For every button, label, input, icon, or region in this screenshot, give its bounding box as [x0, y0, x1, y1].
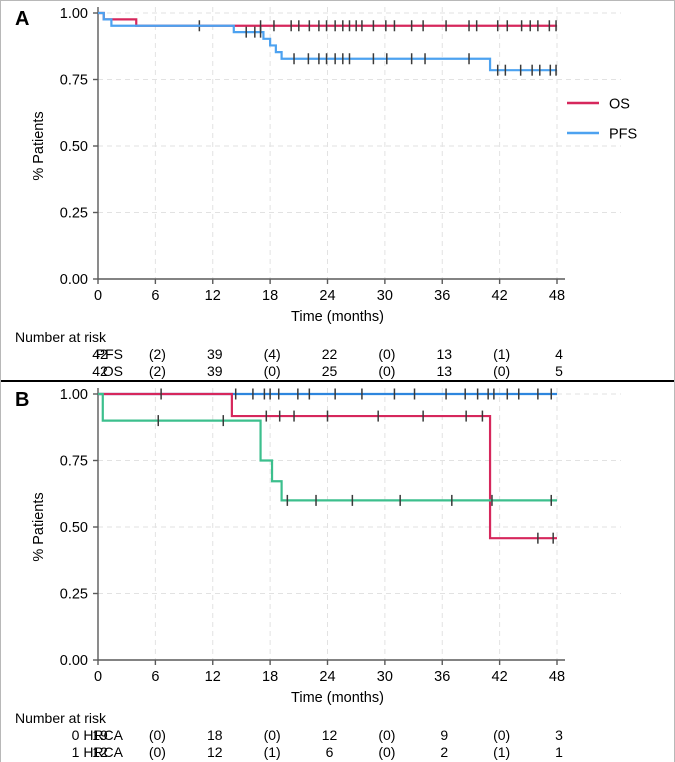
risk-cell-value: 1 [555, 744, 563, 760]
legend: OS PFS [567, 97, 637, 143]
x-axis-title: Time (months) [291, 309, 384, 325]
panel-b-plot: 0.000.250.500.751.000 6 12 18 24 30 36 42 48% Pa… [15, 387, 621, 762]
risk-cell-value: 39 [207, 346, 223, 362]
risk-row-label: 1 HRCA [72, 744, 124, 760]
risk-cell-value: (0) [493, 363, 510, 379]
risk-row-label: PFS [96, 346, 123, 362]
risk-row-label: OS [103, 363, 123, 379]
y-axis-tick-label: 0.25 [60, 206, 88, 222]
risk-cell-value: 22 [322, 346, 338, 362]
gridlines [98, 7, 621, 279]
risk-cell-value: 42 [92, 363, 108, 379]
x-axis-tick-label: 0 [94, 669, 102, 685]
risk-cell-value: (0) [378, 744, 395, 760]
risk-cell-value: (0) [264, 363, 281, 379]
risk-cell-value: 12 [92, 744, 108, 760]
panel-a-plot: 0.00 0.25 0.50 0.75 1.00 0 6 12 18 24 30 36 42 48 % Pa… [15, 6, 637, 379]
x-axis-tick-label: 0 [94, 288, 102, 304]
y-axis-tick-label: 0.25 [60, 587, 88, 603]
axes: 0.00 0.25 0.50 0.75 1.00 0 6 12 18 24 30 36 42 48 [60, 387, 565, 685]
risk-cell-value: 9 [440, 727, 448, 743]
risk-cell-value: 6 [326, 744, 334, 760]
y-axis-title: % Patients [31, 111, 47, 180]
risk-cell-value: 39 [207, 363, 223, 379]
risk-cell-value: (1) [493, 744, 510, 760]
risk-cell-value: (0) [149, 744, 166, 760]
risk-cell-value: 13 [436, 363, 452, 379]
legend-label-pfs: PFS [609, 127, 637, 143]
x-axis-tick-label: 42 [492, 669, 508, 685]
y-axis-tick-label: 0.00 [60, 272, 88, 288]
legend-label-os: OS [609, 97, 630, 113]
x-axis-tick-label: 48 [549, 669, 565, 685]
axes: 0.00 0.25 0.50 0.75 1.00 0 6 12 18 24 30 36 42 48 [60, 6, 565, 304]
x-axis-tick-label: 18 [262, 669, 278, 685]
risk-cell-value: 25 [322, 363, 338, 379]
y-axis-tick-label: 1.00 [60, 6, 88, 22]
risk-cell-value: (2) [149, 363, 166, 379]
risk-cell-value: 19 [92, 727, 108, 743]
y-axis-tick-label: 0.75 [60, 73, 88, 89]
risk-cell-value: (0) [378, 346, 395, 362]
risk-cell-value: 12 [207, 744, 223, 760]
x-axis-tick-label: 48 [549, 288, 565, 304]
x-axis-tick-label: 30 [377, 288, 393, 304]
x-axis-tick-label: 6 [151, 288, 159, 304]
x-axis-tick-label: 12 [205, 669, 221, 685]
y-axis-tick-label: 0.50 [60, 139, 88, 155]
risk-cell-value: (4) [264, 346, 281, 362]
panel-b: B 0.00 0.25 0.50 0.75 1.00 0 6 12 18 24 30 36 42 48% … [1, 382, 674, 762]
panel-b-letter: B [15, 389, 30, 411]
panel-divider [1, 380, 674, 382]
risk-cell-value: 5 [555, 363, 563, 379]
y-axis-tick-label: 0.50 [60, 520, 88, 536]
km-series-pfs [98, 11, 557, 76]
risk-cell-value: 18 [207, 727, 223, 743]
risk-cell-value: 2 [440, 744, 448, 760]
x-axis-tick-label: 12 [205, 288, 221, 304]
gridlines [98, 388, 621, 660]
x-axis-tick-label: 24 [319, 669, 335, 685]
y-axis-tick-label: 0.75 [60, 454, 88, 470]
km-series-1-hrca [98, 388, 557, 544]
km-curve-line [98, 392, 557, 540]
x-axis-tick-label: 36 [434, 669, 450, 685]
x-axis-tick-label: 30 [377, 669, 393, 685]
x-axis-tick-label: 18 [262, 288, 278, 304]
km-series-0-hrca [98, 388, 557, 400]
x-axis-tick-label: 6 [151, 669, 159, 685]
km-curve-line [98, 11, 557, 72]
risk-cell-value: (0) [264, 727, 281, 743]
risk-table-title: Number at risk [15, 329, 107, 345]
x-axis-tick-label: 24 [319, 288, 335, 304]
risk-cell-value: 4 [555, 346, 563, 362]
x-axis-tick-label: 42 [492, 288, 508, 304]
km-curve-line [98, 392, 557, 502]
y-axis-title: % Patients [31, 492, 47, 561]
panel-a: A 0.00 0.25 0.50 0.75 1.00 0 6 12 18 24 30 36 42 48 % … [1, 1, 674, 381]
risk-cell-value: (0) [149, 727, 166, 743]
risk-cell-value: (1) [493, 346, 510, 362]
risk-cell-value: (0) [378, 363, 395, 379]
risk-cell-value: 12 [322, 727, 338, 743]
x-axis-tick-label: 36 [434, 288, 450, 304]
panel-a-letter: A [15, 8, 30, 30]
y-axis-tick-label: 0.00 [60, 653, 88, 669]
risk-cell-value: 13 [436, 346, 452, 362]
risk-cell-value: (1) [264, 744, 281, 760]
risk-cell-value: 42 [92, 346, 108, 362]
risk-table-title: Number at risk [15, 710, 107, 726]
x-axis-title: Time (months) [291, 690, 384, 706]
km-series-2-hrca [98, 392, 557, 506]
risk-cell-value: (0) [378, 727, 395, 743]
risk-row-label: 0 HRCA [72, 727, 124, 743]
y-axis-tick-label: 1.00 [60, 387, 88, 403]
risk-cell-value: (0) [493, 727, 510, 743]
risk-cell-value: (2) [149, 346, 166, 362]
risk-cell-value: 3 [555, 727, 563, 743]
